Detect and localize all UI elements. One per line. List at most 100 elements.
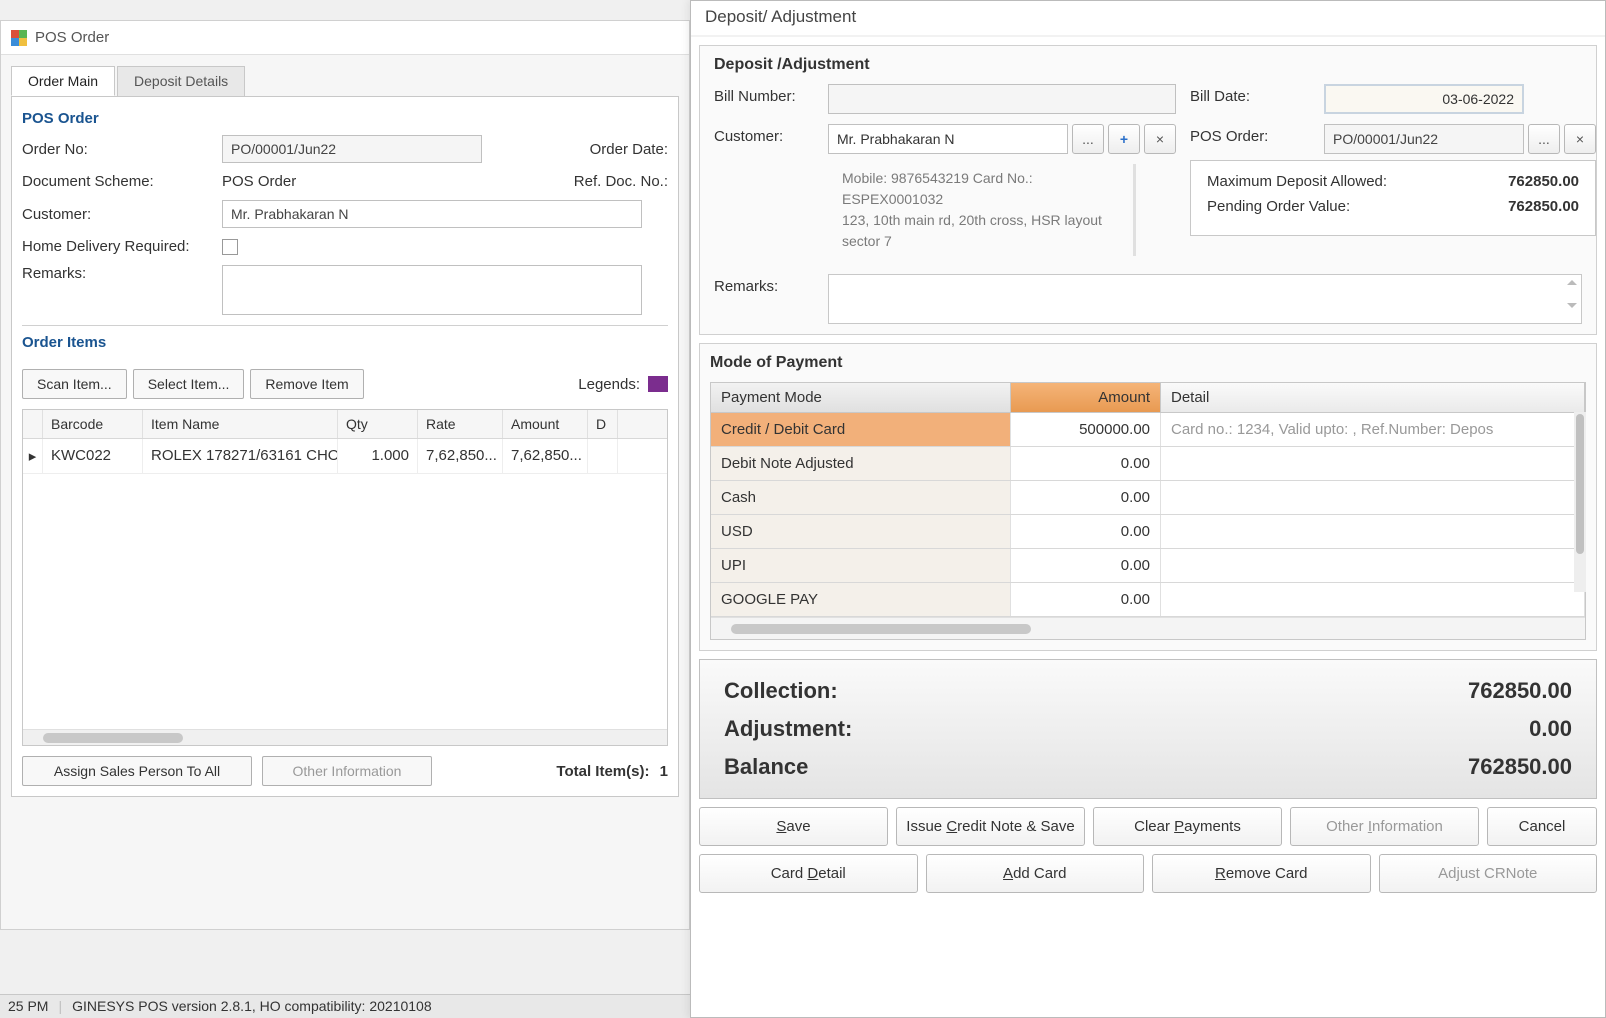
pos-titlebar: POS Order [1,21,689,55]
tab-order-main[interactable]: Order Main [11,66,115,96]
payment-amount-cell[interactable]: 0.00 [1011,515,1161,548]
pos-order-window: POS Order Order Main Deposit Details POS… [0,20,690,930]
issue-credit-button[interactable]: Issue Credit Note & Save [896,807,1085,846]
dep-pos-order-input[interactable] [1324,124,1524,154]
cell-amount: 7,62,850... [503,439,588,473]
col-itemname[interactable]: Item Name [143,410,338,438]
balance-label: Balance [724,754,808,780]
payment-hscrollbar[interactable] [711,617,1585,639]
deposit-window: Deposit/ Adjustment Deposit /Adjustment … [690,0,1606,1018]
other-info-button: Other Information [262,756,432,786]
tab-deposit-details[interactable]: Deposit Details [117,66,245,96]
select-item-button[interactable]: Select Item... [133,369,245,399]
col-qty[interactable]: Qty [338,410,418,438]
deposit-allowed-box: Maximum Deposit Allowed: 762850.00 Pendi… [1190,160,1596,236]
dep-customer-input[interactable] [828,124,1068,154]
payment-vscrollbar[interactable] [1574,412,1586,592]
remarks-spin-up-icon[interactable] [1567,280,1577,285]
bill-number-input[interactable] [828,84,1176,114]
payment-row[interactable]: GOOGLE PAY0.00 [711,583,1585,617]
scan-item-button[interactable]: Scan Item... [22,369,127,399]
deposit-section-title: Deposit /Adjustment [714,56,1582,74]
col-payment-amount[interactable]: Amount [1011,383,1161,412]
payment-grid: Payment Mode Amount Detail Credit / Debi… [710,382,1586,640]
bill-date-label: Bill Date: [1190,84,1310,105]
collection-value: 762850.00 [1468,678,1572,704]
total-items-label: Total Item(s): [556,763,649,780]
tabs: Order Main Deposit Details [11,66,679,97]
deposit-titlebar: Deposit/ Adjustment [691,1,1605,37]
payment-row[interactable]: Credit / Debit Card500000.00Card no.: 12… [711,413,1585,447]
pos-window-title: POS Order [35,29,109,46]
grid-hscrollbar[interactable] [23,729,667,745]
remove-item-button[interactable]: Remove Item [250,369,363,399]
payment-mode-cell: USD [711,515,1011,548]
customer-input[interactable] [222,200,642,228]
payment-amount-cell[interactable]: 500000.00 [1011,413,1161,446]
payment-row[interactable]: Cash0.00 [711,481,1585,515]
save-button[interactable]: Save [699,807,888,846]
payment-detail-cell [1161,583,1585,616]
home-delivery-label: Home Delivery Required: [22,238,222,255]
col-payment-detail[interactable]: Detail [1161,383,1585,412]
payment-mode-cell: GOOGLE PAY [711,583,1011,616]
payment-amount-cell[interactable]: 0.00 [1011,583,1161,616]
customer-clear-button[interactable]: × [1144,124,1176,154]
app-icon [11,30,27,46]
remove-card-button[interactable]: Remove Card [1152,854,1371,893]
customer-lookup-button[interactable]: ... [1072,124,1104,154]
order-items-title: Order Items [22,325,668,359]
order-date-label: Order Date: [590,141,668,158]
payment-amount-cell[interactable]: 0.00 [1011,447,1161,480]
dep-pos-order-label: POS Order: [1190,124,1310,145]
assign-sales-button[interactable]: Assign Sales Person To All [22,756,252,786]
doc-scheme-label: Document Scheme: [22,173,222,190]
add-card-button[interactable]: Add Card [926,854,1145,893]
status-time: 25 PM [8,998,48,1015]
payment-row[interactable]: UPI0.00 [711,549,1585,583]
pos-section-title: POS Order [22,106,668,135]
payment-mode-cell: Cash [711,481,1011,514]
max-deposit-label: Maximum Deposit Allowed: [1207,173,1387,190]
payment-row[interactable]: USD0.00 [711,515,1585,549]
posorder-lookup-button[interactable]: ... [1528,124,1560,154]
cell-itemname: ROLEX 178271/63161 CHO... [143,439,338,473]
customer-info: Mobile: 9876543219 Card No.: ESPEX000103… [828,164,1136,256]
payment-detail-cell [1161,515,1585,548]
order-items-grid: Barcode Item Name Qty Rate Amount D ▸ KW… [22,409,668,746]
payment-detail-cell [1161,481,1585,514]
remarks-spin-down-icon[interactable] [1567,303,1577,308]
col-d[interactable]: D [588,410,618,438]
col-payment-mode[interactable]: Payment Mode [711,383,1011,412]
dep-remarks-input[interactable] [828,274,1582,324]
pending-order-label: Pending Order Value: [1207,198,1350,215]
remarks-label: Remarks: [22,265,222,282]
remarks-input[interactable] [222,265,642,315]
cell-rate: 7,62,850... [418,439,503,473]
total-items-value: 1 [660,763,668,780]
payment-amount-cell[interactable]: 0.00 [1011,549,1161,582]
order-no-label: Order No: [22,141,222,158]
order-no-input[interactable] [222,135,482,163]
bill-date-input[interactable] [1324,84,1524,114]
clear-payments-button[interactable]: Clear Payments [1093,807,1282,846]
payment-mode-cell: UPI [711,549,1011,582]
adjust-crnote-button: Adjust CRNote [1379,854,1598,893]
payment-row[interactable]: Debit Note Adjusted0.00 [711,447,1585,481]
col-amount[interactable]: Amount [503,410,588,438]
bill-number-label: Bill Number: [714,84,814,105]
col-rate[interactable]: Rate [418,410,503,438]
cell-qty: 1.000 [338,439,418,473]
legend-swatch [648,376,668,392]
card-detail-button[interactable]: Card Detail [699,854,918,893]
cancel-button[interactable]: Cancel [1487,807,1597,846]
posorder-clear-button[interactable]: × [1564,124,1596,154]
payment-amount-cell[interactable]: 0.00 [1011,481,1161,514]
home-delivery-checkbox[interactable] [222,239,238,255]
customer-add-button[interactable]: + [1108,124,1140,154]
status-bar: 25 PM | GINESYS POS version 2.8.1, HO co… [0,994,690,1018]
payment-detail-cell: Card no.: 1234, Valid upto: , Ref.Number… [1161,413,1585,446]
table-row[interactable]: ▸ KWC022 ROLEX 178271/63161 CHO... 1.000… [23,439,667,474]
col-barcode[interactable]: Barcode [43,410,143,438]
legends-label: Legends: [578,376,640,393]
